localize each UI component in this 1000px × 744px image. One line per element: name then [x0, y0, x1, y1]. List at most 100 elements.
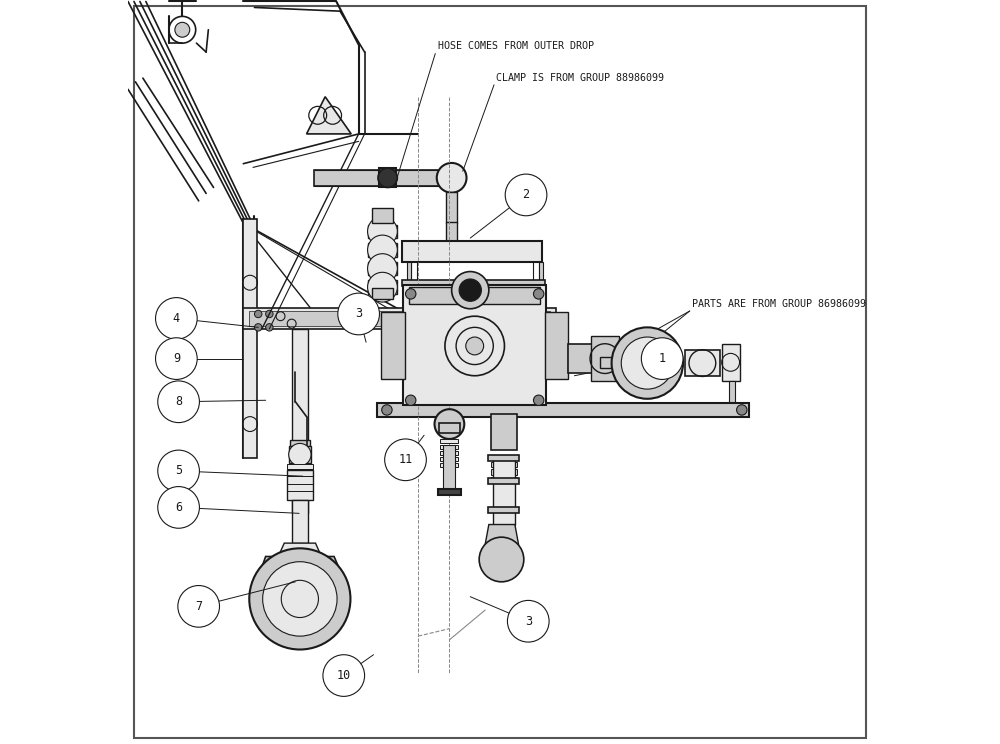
Text: CLAMP IS FROM GROUP 88986099: CLAMP IS FROM GROUP 88986099	[496, 73, 664, 83]
Polygon shape	[485, 525, 519, 545]
Circle shape	[158, 381, 199, 423]
Circle shape	[413, 281, 420, 289]
Circle shape	[621, 337, 673, 389]
Bar	[287, 464, 313, 469]
Bar	[440, 457, 458, 461]
Bar	[287, 486, 313, 491]
Bar	[287, 478, 313, 484]
Text: 7: 7	[195, 600, 202, 613]
Bar	[289, 446, 311, 463]
Text: 4: 4	[173, 312, 180, 325]
Bar	[290, 440, 310, 454]
Text: 10: 10	[337, 669, 351, 682]
Circle shape	[289, 443, 311, 466]
Circle shape	[507, 600, 549, 642]
Bar	[491, 462, 517, 467]
Bar	[407, 262, 411, 284]
Circle shape	[368, 235, 397, 265]
Circle shape	[452, 272, 489, 309]
Circle shape	[156, 338, 197, 379]
Bar	[292, 329, 308, 446]
Polygon shape	[254, 557, 347, 588]
Circle shape	[254, 310, 262, 318]
Circle shape	[533, 395, 544, 405]
Circle shape	[158, 450, 199, 492]
Circle shape	[612, 327, 683, 399]
Circle shape	[368, 272, 397, 302]
Circle shape	[323, 655, 365, 696]
Circle shape	[459, 279, 481, 301]
Text: 6: 6	[175, 501, 182, 514]
Circle shape	[505, 174, 547, 216]
Bar	[381, 312, 405, 379]
Bar	[443, 445, 455, 491]
Bar	[372, 208, 393, 223]
Polygon shape	[278, 543, 321, 557]
Circle shape	[737, 405, 747, 415]
Circle shape	[479, 537, 524, 582]
Circle shape	[407, 281, 414, 289]
Bar	[722, 344, 740, 381]
Circle shape	[158, 487, 199, 528]
Circle shape	[378, 168, 397, 187]
Bar	[440, 463, 458, 467]
Text: 5: 5	[175, 464, 182, 478]
Bar	[439, 423, 460, 433]
Text: 1: 1	[659, 352, 666, 365]
Circle shape	[178, 586, 220, 627]
Bar	[440, 451, 458, 455]
Circle shape	[266, 324, 273, 331]
Bar	[440, 445, 458, 449]
Circle shape	[437, 163, 467, 193]
Bar	[377, 403, 749, 417]
Bar	[402, 241, 542, 262]
Bar	[368, 225, 397, 238]
Circle shape	[406, 395, 416, 405]
Circle shape	[368, 217, 397, 246]
Text: 9: 9	[173, 352, 180, 365]
Bar	[249, 311, 550, 326]
Text: HOSE COMES FROM OUTER DROP: HOSE COMES FROM OUTER DROP	[438, 42, 594, 51]
Bar	[488, 478, 519, 484]
Bar	[368, 280, 397, 294]
Circle shape	[435, 409, 464, 439]
Circle shape	[466, 337, 484, 355]
Circle shape	[368, 254, 397, 283]
Text: 2: 2	[522, 188, 530, 202]
Bar	[685, 350, 720, 376]
Circle shape	[382, 405, 392, 415]
Bar	[368, 262, 397, 275]
Bar	[729, 381, 735, 402]
Bar	[372, 288, 393, 299]
Bar	[314, 170, 452, 186]
Text: PARTS ARE FROM GROUP 86986099: PARTS ARE FROM GROUP 86986099	[692, 299, 866, 309]
Bar	[545, 312, 568, 379]
Bar	[491, 477, 517, 482]
Text: 3: 3	[525, 615, 532, 628]
Bar	[379, 168, 396, 187]
Bar	[568, 344, 613, 373]
Bar	[438, 489, 461, 495]
Circle shape	[175, 22, 190, 37]
Bar	[488, 507, 519, 513]
Bar	[243, 308, 556, 329]
Circle shape	[533, 289, 544, 299]
Circle shape	[249, 548, 350, 650]
Bar	[591, 336, 619, 381]
Circle shape	[594, 340, 632, 377]
Bar	[292, 500, 308, 543]
Polygon shape	[307, 97, 351, 134]
Bar	[287, 471, 313, 476]
Bar	[409, 287, 540, 304]
Bar	[493, 458, 515, 525]
Circle shape	[385, 439, 426, 481]
Polygon shape	[251, 586, 350, 597]
Bar	[488, 455, 519, 461]
Text: 11: 11	[398, 453, 413, 466]
Bar	[243, 219, 257, 458]
Circle shape	[536, 281, 543, 289]
Bar	[440, 439, 458, 443]
Bar	[402, 280, 545, 286]
Circle shape	[445, 316, 504, 376]
Circle shape	[263, 562, 337, 636]
